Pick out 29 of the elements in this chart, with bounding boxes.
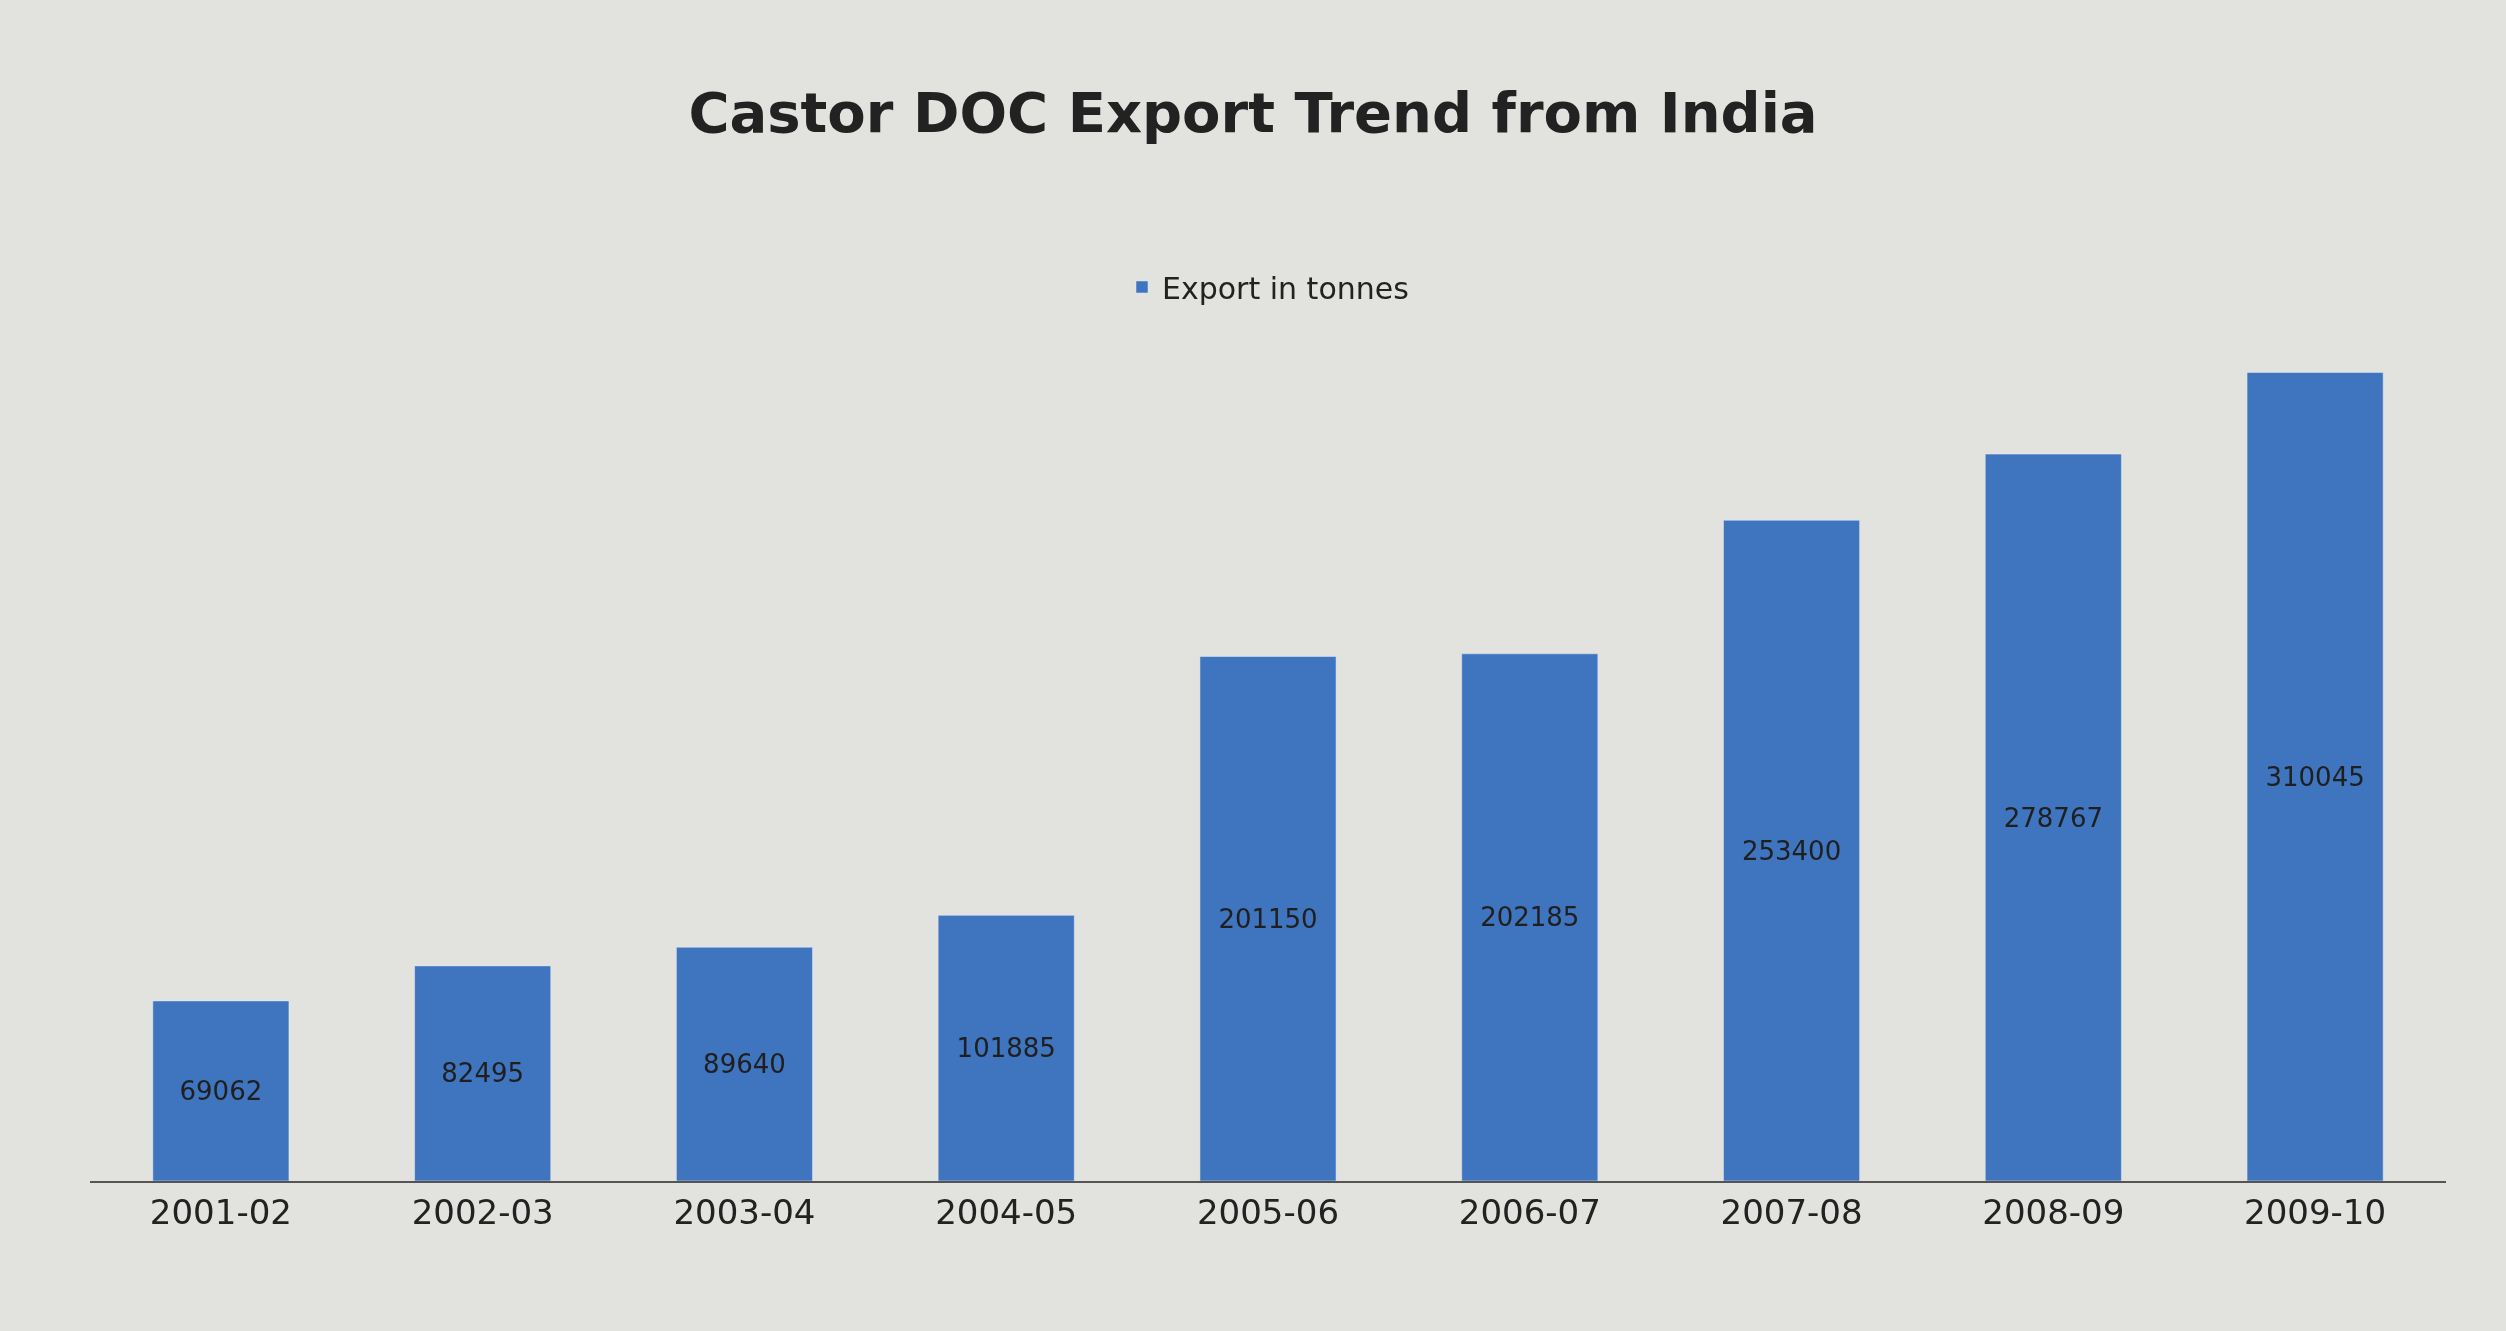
data-label: 278767 <box>2003 802 2103 833</box>
bar <box>152 1000 290 1181</box>
data-label: 202185 <box>1480 902 1580 933</box>
bar <box>1985 453 2122 1181</box>
x-tick-label: 2005-06 <box>1196 1191 1340 1232</box>
bar <box>1461 653 1599 1181</box>
x-tick-label: 2006-07 <box>1458 1191 1601 1232</box>
bar <box>1723 520 1860 1181</box>
bar <box>1199 656 1337 1181</box>
legend-label: Export in tonnes <box>1162 270 1409 306</box>
data-label: 82495 <box>441 1058 525 1089</box>
x-tick-label: 2004-05 <box>935 1191 1078 1232</box>
data-label: 310045 <box>2265 761 2365 792</box>
data-label: 253400 <box>1741 835 1842 866</box>
data-label: 201150 <box>1218 903 1318 934</box>
data-label: 69062 <box>179 1075 263 1106</box>
bar <box>414 965 551 1181</box>
x-tick-label: 2007-08 <box>1720 1191 1863 1232</box>
data-label: 89640 <box>703 1049 786 1080</box>
x-tick-label: 2009-10 <box>2244 1191 2387 1232</box>
x-tick-label: 2001-02 <box>149 1191 292 1232</box>
x-tick-label: 2003-04 <box>673 1191 816 1232</box>
bar <box>937 915 1075 1181</box>
bar <box>2246 372 2384 1181</box>
x-tick-label: 2008-09 <box>1982 1191 2125 1232</box>
data-label: 101885 <box>956 1033 1056 1064</box>
bar <box>676 947 813 1181</box>
chart-title: Castor DOC Export Trend from India <box>688 80 1818 146</box>
x-tick-label: 2002-03 <box>411 1191 554 1232</box>
